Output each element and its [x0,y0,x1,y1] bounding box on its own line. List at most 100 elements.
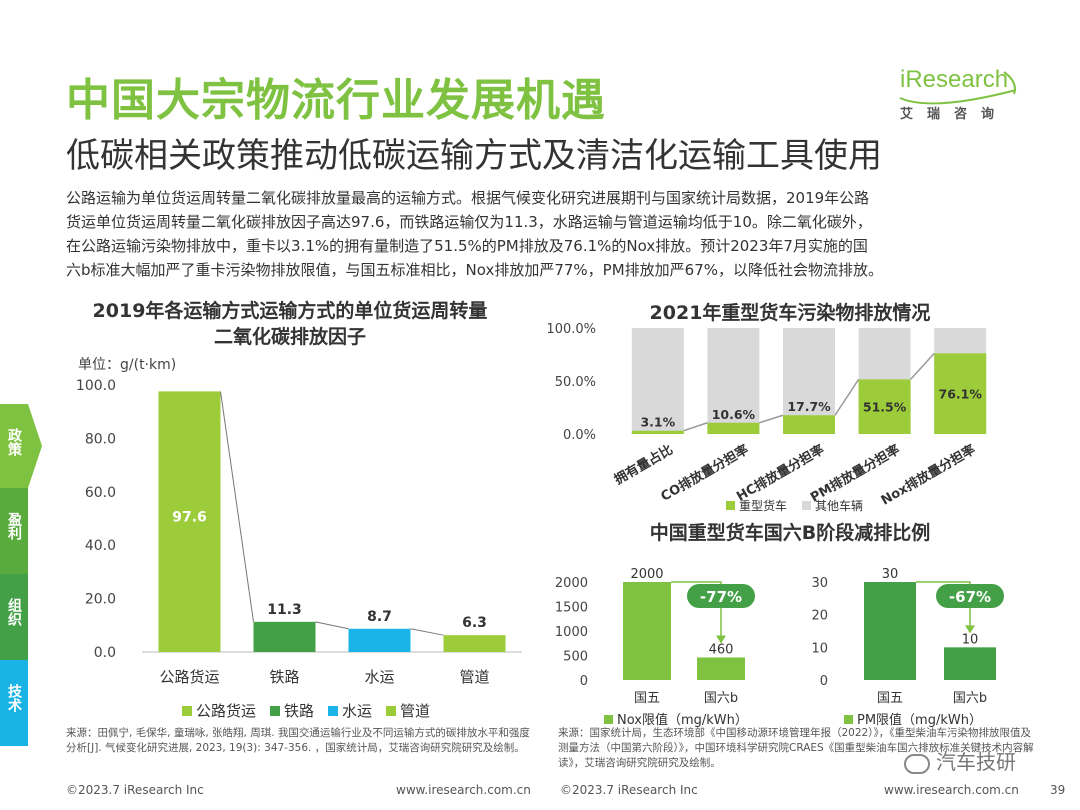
data-label: 8.7 [367,609,392,625]
bar-heavy-trucks [631,430,684,434]
y-tick-label: 100.0 [76,378,116,394]
data-label: 17.7% [787,399,831,414]
down-arrow-icon [716,635,726,644]
bar [348,628,411,652]
chart3-title: 中国重型货车国六B阶段减排比例 [649,522,931,544]
y-tick-label: 20.0 [85,592,116,608]
y-tick-label: 1500 [555,601,588,616]
change-label: -77% [700,588,742,606]
legend-swatch [844,715,853,724]
legend-swatch [802,501,811,510]
logo-swoosh-icon [899,71,1017,105]
connector-line [410,628,444,636]
intro-line: 货运单位货运周转量二氧化碳排放因子高达97.6，而铁路运输仅为11.3，水路运输… [66,213,872,231]
x-tick-label: 国五 [634,691,660,706]
footer-copyright: ©2023.7 iResearch Inc [66,783,204,797]
y-tick-label: 80.0 [85,431,116,447]
data-label: 3.1% [640,415,675,430]
data-label: 76.1% [939,387,983,402]
y-tick-label: 500 [563,650,588,665]
bar [944,647,996,680]
change-connector [916,581,971,626]
x-tick-label: 拥有量占比 [611,442,675,488]
data-label: 10.6% [712,407,756,422]
change-label: -67% [949,588,991,606]
side-tab-label: 政策 [6,428,22,456]
footer-url[interactable]: www.iresearch.com.cn [884,783,1019,797]
side-tab-policy[interactable]: 政策 [0,404,28,488]
legend-swatch [604,715,613,724]
logo-subtitle: 艾瑞咨询 [900,107,1009,122]
chart1-title-line: 二氧化碳排放因子 [213,326,366,348]
connector-line [220,391,254,622]
side-tab-label: 组织 [6,598,22,626]
page-subtitle: 低碳相关政策推动低碳运输方式及清洁化运输工具使用 [66,136,882,176]
legend-label: 铁路 [284,702,314,720]
y-tick-label: 100.0% [548,322,596,337]
bar [697,657,745,680]
x-tick-label: 水运 [364,668,394,686]
chart3-svg: 0 500 1000 1500 2000 2000 国五 460 国六b -77% Nox限值（mg… [555,567,755,728]
connector-line [759,414,784,424]
y-tick-label: 0.0 [94,645,116,661]
bar-heavy-trucks [858,379,911,434]
page-number: 39 [1050,783,1066,797]
legend-label: 管道 [400,702,430,720]
chart2-title: 2021年重型货车污染物排放情况 [649,302,931,324]
side-tab-label: 技术 [6,684,22,712]
y-tick-label: 30 [811,576,828,591]
chart1-title: 2019年各运输方式运输方式的单位货运周转量 二氧化碳排放因子 [60,298,520,350]
y-tick-label: 0.0% [563,428,596,443]
connector-line [683,422,708,432]
legend-swatch [726,501,735,510]
legend-label: 水运 [342,702,372,720]
chart2-svg: 0.0%50.0%100.0%3.1%拥有量占比10.6%CO排放量分担率17.… [548,322,987,513]
data-label: 11.3 [267,602,302,618]
y-tick-label: 40.0 [85,538,116,554]
connector-line [834,378,860,416]
legend-label: Nox限值（mg/kWh） [617,712,748,728]
bar [253,621,316,652]
y-tick-label: 50.0% [555,375,596,390]
side-tab-organization[interactable]: 组织 [0,574,28,660]
data-label: 6.3 [462,615,487,631]
data-label: 10 [962,632,979,647]
x-tick-label: 管道 [459,668,489,686]
wechat-icon [904,753,930,774]
change-badge [936,584,1004,608]
side-tab-technology[interactable]: 技术 [0,660,28,746]
down-arrow-icon [965,625,975,634]
y-tick-label: 0 [580,674,588,689]
y-tick-label: 2000 [555,576,588,591]
bar-heavy-trucks [783,415,835,434]
bar [864,582,916,680]
side-tab-label: 盈利 [6,512,22,540]
page-title: 中国大宗物流行业发展机遇 [66,75,606,126]
bar-other-vehicles [707,328,760,434]
footer-url[interactable]: www.iresearch.com.cn [396,783,531,797]
change-badge [687,584,755,608]
legend-swatch [182,706,192,716]
legend-label: PM限值（mg/kWh） [857,712,982,728]
footer-copyright: ©2023.7 iResearch Inc [560,783,698,797]
bar-other-vehicles [631,328,684,434]
watermark-text: 汽车技研 [936,750,1016,774]
side-tab-profit[interactable]: 盈利 [0,488,28,574]
connector-line [910,352,935,380]
intro-line: 公路运输为单位货运周转量二氧化碳排放量最高的运输方式。根据气候变化研究进展期刊与… [66,189,870,207]
chart1-unit: 单位：g/(t·km) [78,357,177,373]
chart4-svg: 0 10 20 30 30 国五 10 国六b -67% PM限值（mg/kWh） [811,567,1004,728]
change-connector [671,581,722,636]
legend-label: 重型货车 [739,498,787,513]
data-label: 460 [709,642,734,657]
connector-line [315,621,349,630]
source-note-left: 来源：田佩宁, 毛保华, 童瑞咏, 张皓翔, 周琪. 我国交通运输行业及不同运输… [66,727,530,754]
logo: iResearch [900,66,1009,93]
watermark: 汽车技研 [904,746,1016,775]
y-tick-label: 20 [811,609,828,624]
x-tick-label: 国五 [877,691,903,706]
side-tab-active-arrow-icon [28,404,42,488]
source-note-right: 来源：国家统计局，生态环境部《中国移动源环境管理年报（2022）》，《重型柴油车… [558,727,1034,769]
y-tick-label: 1000 [555,625,588,640]
y-tick-label: 0 [820,674,828,689]
